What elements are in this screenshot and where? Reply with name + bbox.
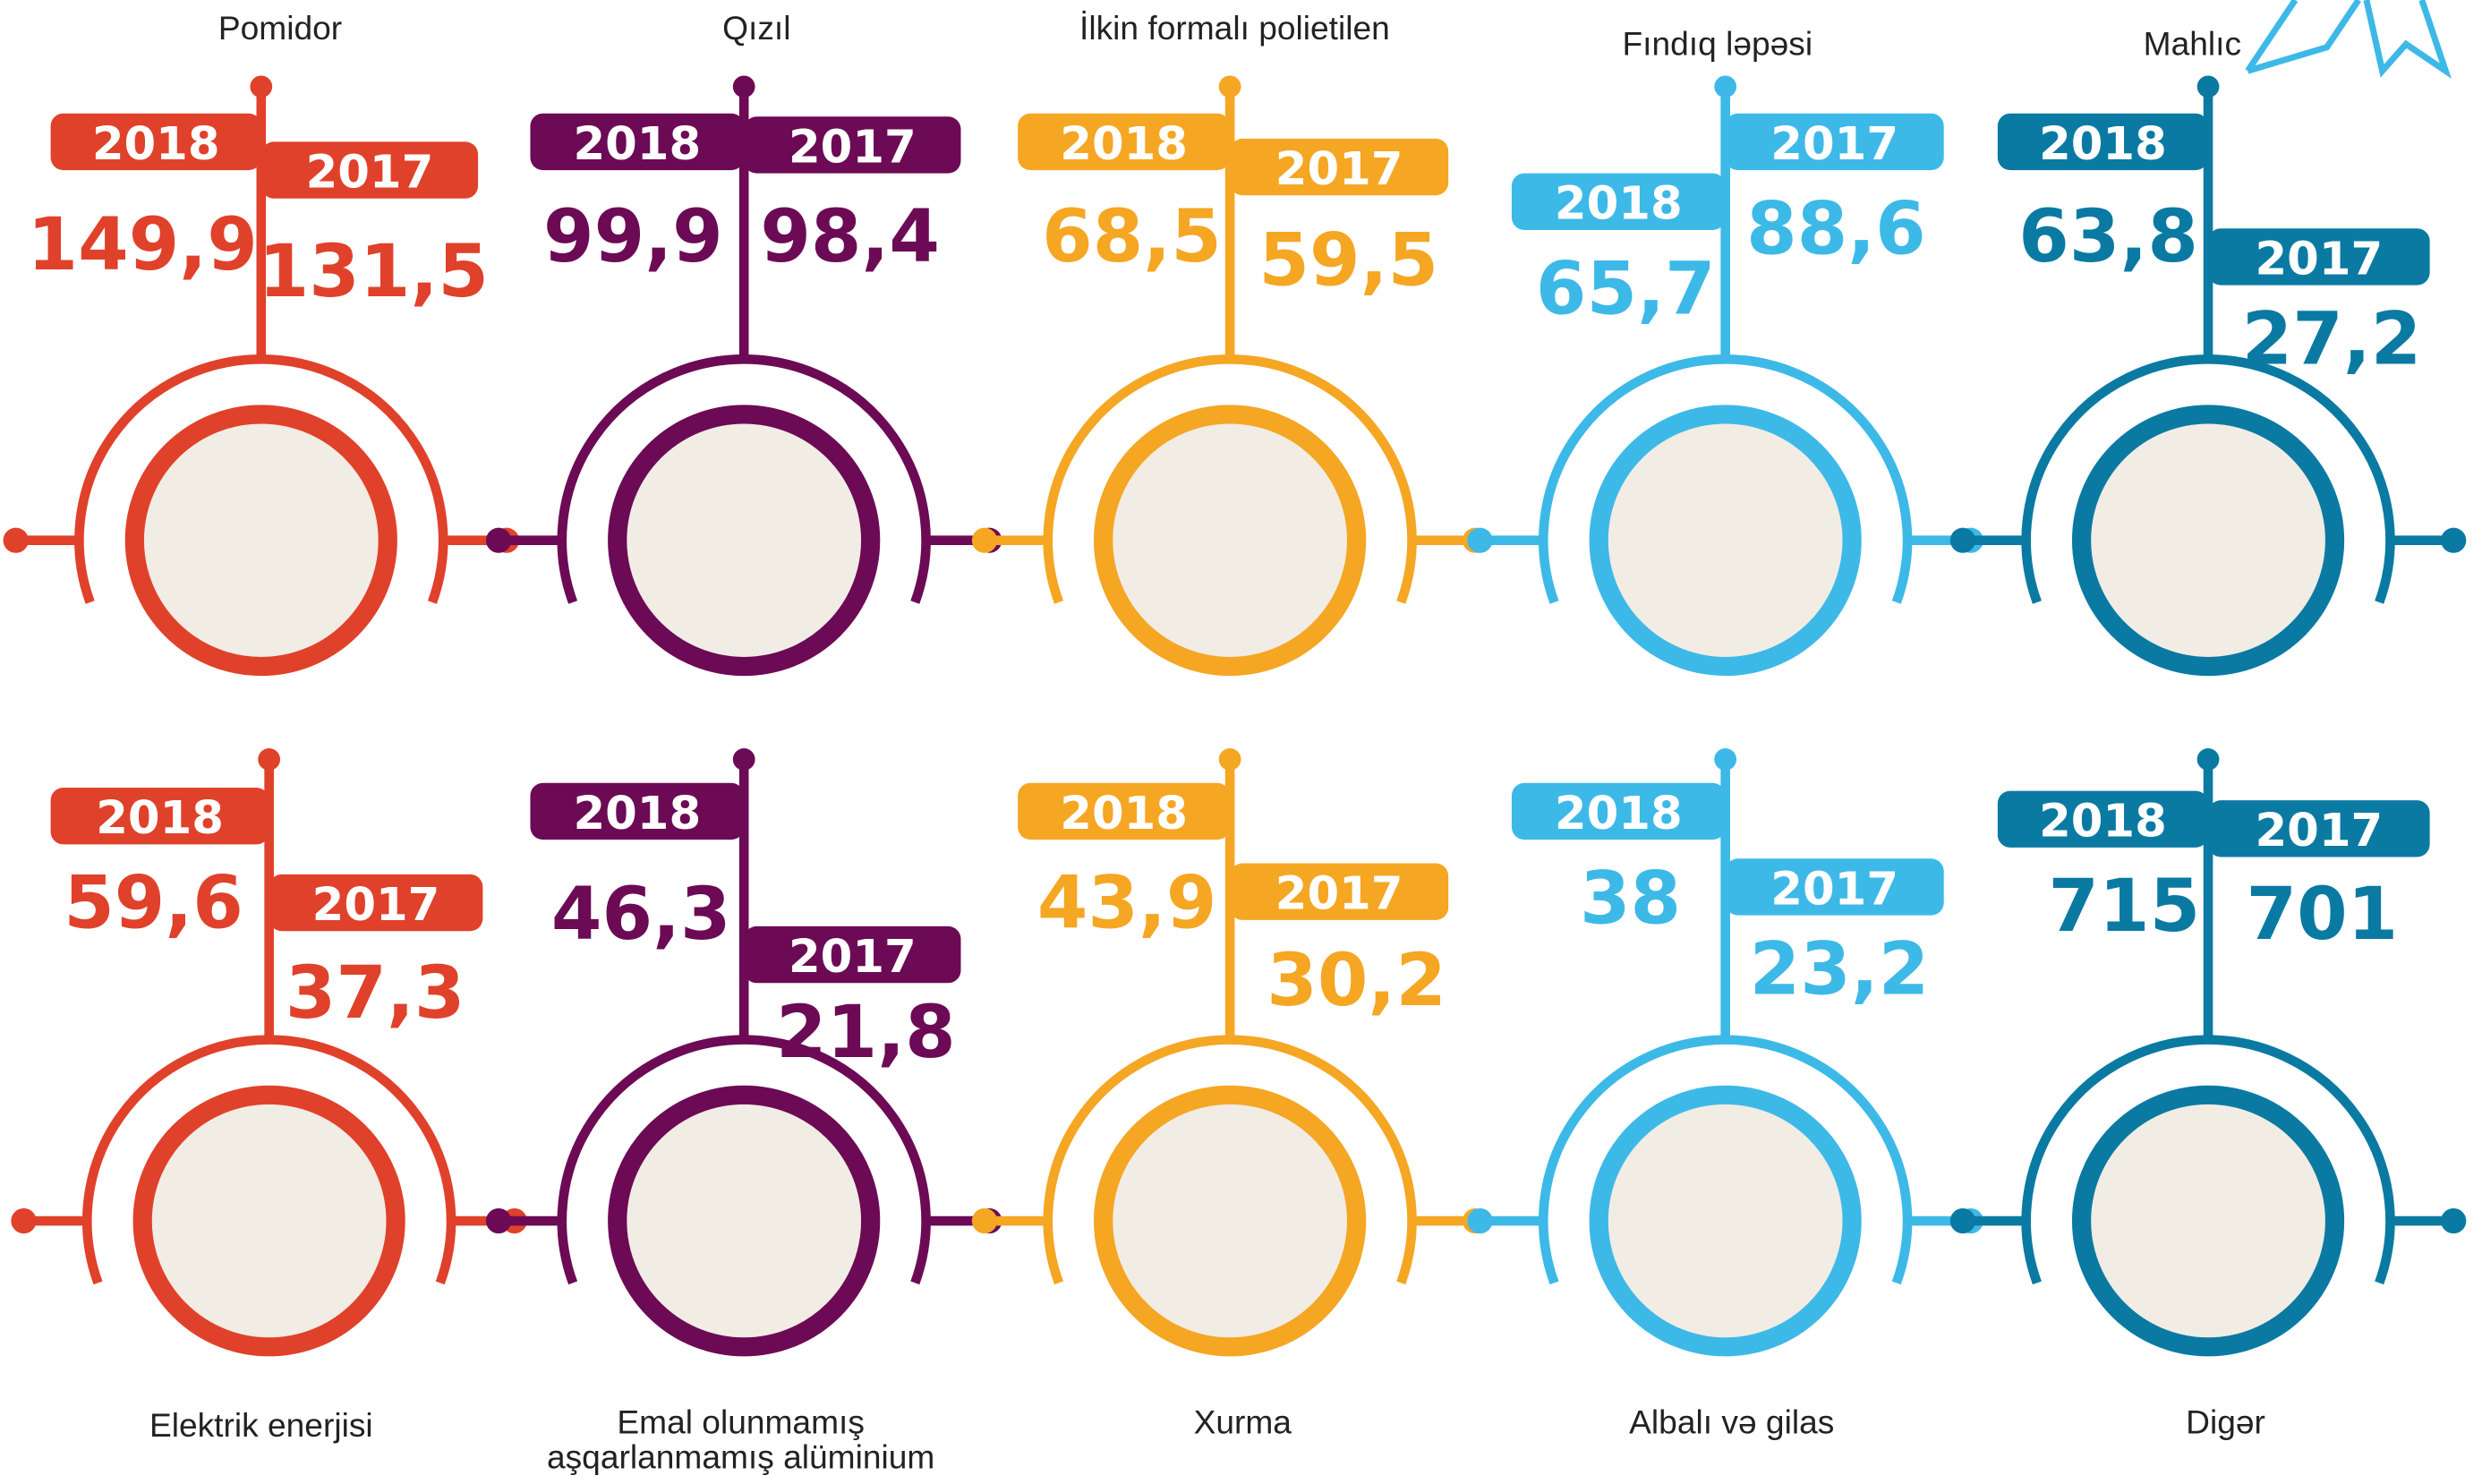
- value: 38: [1580, 857, 1681, 942]
- stem-dot: [1219, 748, 1241, 771]
- item-title: Albalı və gilas: [1629, 1403, 1834, 1441]
- year-label: 2018: [1060, 788, 1188, 840]
- picture-frame: [142, 1095, 396, 1347]
- side-dot: [972, 1208, 997, 1233]
- year-label: 2018: [573, 788, 701, 840]
- side-dot: [1467, 1208, 1492, 1233]
- value: 46,3: [551, 873, 731, 957]
- side-dot: [2441, 528, 2466, 553]
- item-title: Emal olunmamış: [617, 1403, 865, 1441]
- value: 37,3: [286, 951, 465, 1036]
- item-title: Digər: [2186, 1403, 2265, 1441]
- infographic: 2018 149,9 2017 131,5 Pomidor 2018 99,9 2017 98,…: [0, 0, 2482, 1484]
- value: 43,9: [1037, 862, 1217, 946]
- item-title: Mahlıc: [2144, 25, 2241, 63]
- year-label: 2017: [2255, 805, 2383, 857]
- value: 27,2: [2242, 298, 2422, 382]
- item-title: Pomidor: [218, 9, 342, 47]
- stem-dot: [1714, 75, 1736, 98]
- value: 131,5: [259, 230, 489, 314]
- stem-dot: [2197, 75, 2220, 98]
- value: 65,7: [1536, 247, 1716, 331]
- side-dot: [1950, 1208, 1975, 1233]
- picture-frame: [1599, 1095, 1852, 1347]
- value: 68,5: [1042, 195, 1222, 279]
- item: 2018 38 2017 23,2 Albalı və gilas: [1467, 748, 1983, 1441]
- value: 88,6: [1746, 188, 1926, 272]
- year-label: 2017: [1770, 863, 1898, 916]
- item-title: İlkin formalı polietilen: [1079, 9, 1390, 47]
- year-label: 2018: [1060, 118, 1188, 171]
- value: 23,2: [1750, 928, 1930, 1012]
- picture-frame: [618, 1095, 871, 1347]
- item-title: Fındıq ləpəsi: [1623, 25, 1813, 63]
- picture-frame: [1104, 414, 1357, 667]
- year-label: 2017: [789, 121, 917, 174]
- item: 2018 715 2017 701 Digər: [1950, 748, 2467, 1441]
- side-dot: [486, 1208, 511, 1233]
- year-label: 2018: [2039, 118, 2167, 171]
- item: 2018 65,7 2017 88,6 Fındıq ləpəsi: [1467, 25, 1983, 667]
- value: 98,4: [760, 195, 940, 279]
- item: 2018 63,8 2017 27,2 Mahlıc: [1950, 25, 2467, 667]
- item: 2018 46,3 2017 21,8 Emal olunmamışaşqarlanma…: [486, 748, 1002, 1475]
- item: 2018 43,9 2017 30,2 Xurma: [972, 748, 1488, 1441]
- side-dot: [11, 1208, 36, 1233]
- value: 149,9: [28, 203, 258, 287]
- value: 59,6: [64, 862, 243, 946]
- stem-dot: [2197, 748, 2220, 771]
- stem-dot: [1714, 748, 1736, 771]
- value: 30,2: [1267, 939, 1446, 1023]
- year-label: 2018: [96, 792, 224, 845]
- side-dot: [1467, 528, 1492, 553]
- year-label: 2018: [1555, 178, 1683, 231]
- year-label: 2017: [1275, 143, 1403, 196]
- side-dot: [486, 528, 511, 553]
- stem-dot: [250, 75, 272, 98]
- item: 2018 68,5 2017 59,5 İlkin formalı polietilen: [972, 9, 1488, 666]
- stem-dot: [733, 75, 755, 98]
- stem-dot: [258, 748, 280, 771]
- picture-frame: [2082, 414, 2335, 667]
- item-title: Qızıl: [722, 9, 790, 47]
- year-label: 2017: [1770, 118, 1898, 171]
- value: 59,5: [1258, 219, 1438, 303]
- year-label: 2018: [573, 118, 701, 171]
- value: 21,8: [776, 991, 956, 1075]
- year-label: 2017: [789, 931, 917, 984]
- side-dot: [972, 528, 997, 553]
- picture-frame: [1104, 1095, 1357, 1347]
- stem-dot: [733, 748, 755, 771]
- year-label: 2018: [92, 118, 220, 171]
- value: 701: [2246, 873, 2398, 957]
- item: 2018 99,9 2017 98,4 Qızıl: [486, 9, 1002, 666]
- year-label: 2018: [1555, 788, 1683, 840]
- side-dot: [1950, 528, 1975, 553]
- year-label: 2017: [306, 147, 434, 200]
- value: 99,9: [543, 195, 723, 279]
- year-label: 2018: [2039, 796, 2167, 849]
- picture-frame: [2082, 1095, 2335, 1347]
- value: 63,8: [2018, 195, 2198, 279]
- side-dot: [4, 528, 29, 553]
- year-label: 2017: [1275, 868, 1403, 921]
- item: 2018 59,6 2017 37,3 Elektrik enerjisi: [11, 748, 527, 1444]
- stem-dot: [1219, 75, 1241, 98]
- year-label: 2017: [312, 879, 440, 932]
- picture-frame: [134, 414, 388, 667]
- item-title: Xurma: [1194, 1403, 1292, 1441]
- picture-frame: [1599, 414, 1852, 667]
- ribbon-icon: [2247, 0, 2445, 71]
- side-dot: [2441, 1208, 2466, 1233]
- item-title: aşqarlanmamış alüminium: [547, 1437, 934, 1475]
- picture-frame: [618, 414, 871, 667]
- item-title: Elektrik enerjisi: [149, 1406, 373, 1444]
- item: 2018 149,9 2017 131,5 Pomidor: [4, 9, 520, 666]
- value: 715: [2048, 865, 2200, 949]
- year-label: 2017: [2255, 233, 2383, 286]
